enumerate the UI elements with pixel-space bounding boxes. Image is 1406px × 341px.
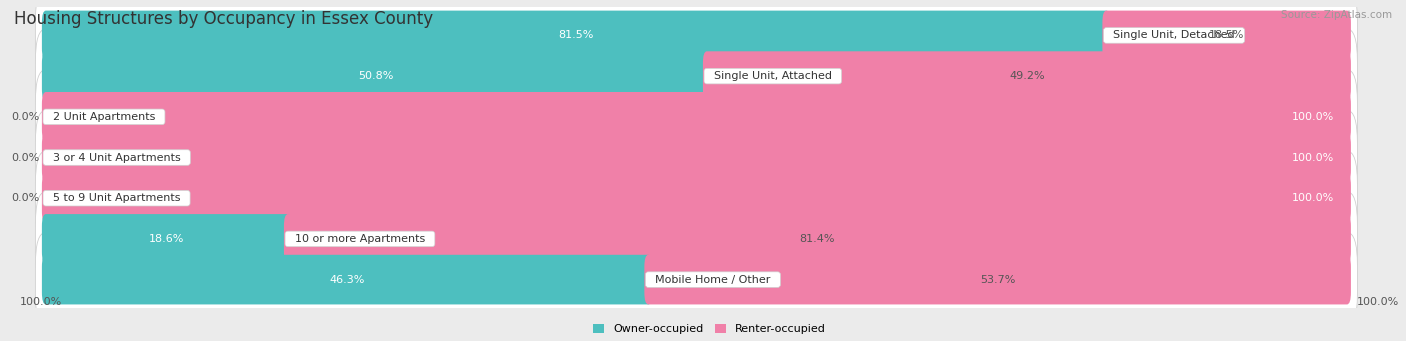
Text: 46.3%: 46.3% — [329, 275, 364, 285]
FancyBboxPatch shape — [42, 214, 291, 264]
FancyBboxPatch shape — [35, 29, 1357, 123]
Text: 49.2%: 49.2% — [1010, 71, 1045, 81]
Text: Single Unit, Attached: Single Unit, Attached — [707, 71, 839, 81]
Text: 100.0%: 100.0% — [20, 297, 62, 307]
FancyBboxPatch shape — [42, 92, 1351, 142]
FancyBboxPatch shape — [35, 233, 1357, 327]
Text: 100.0%: 100.0% — [1292, 152, 1334, 163]
FancyBboxPatch shape — [1102, 11, 1351, 60]
FancyBboxPatch shape — [644, 255, 1351, 305]
Text: 81.5%: 81.5% — [558, 30, 593, 41]
Text: 53.7%: 53.7% — [980, 275, 1015, 285]
Text: Single Unit, Detached: Single Unit, Detached — [1107, 30, 1241, 41]
Text: 50.8%: 50.8% — [359, 71, 394, 81]
FancyBboxPatch shape — [42, 11, 1111, 60]
FancyBboxPatch shape — [703, 51, 1351, 101]
Text: Mobile Home / Other: Mobile Home / Other — [648, 275, 778, 285]
Legend: Owner-occupied, Renter-occupied: Owner-occupied, Renter-occupied — [589, 320, 830, 339]
Text: 0.0%: 0.0% — [11, 193, 39, 203]
Text: 18.5%: 18.5% — [1209, 30, 1244, 41]
Text: 18.6%: 18.6% — [149, 234, 184, 244]
FancyBboxPatch shape — [35, 0, 1357, 83]
Text: 100.0%: 100.0% — [1292, 193, 1334, 203]
Text: Source: ZipAtlas.com: Source: ZipAtlas.com — [1281, 10, 1392, 20]
Text: Housing Structures by Occupancy in Essex County: Housing Structures by Occupancy in Essex… — [14, 10, 433, 28]
FancyBboxPatch shape — [42, 255, 652, 305]
FancyBboxPatch shape — [42, 133, 1351, 182]
Text: 2 Unit Apartments: 2 Unit Apartments — [46, 112, 162, 122]
FancyBboxPatch shape — [42, 173, 1351, 223]
Text: 3 or 4 Unit Apartments: 3 or 4 Unit Apartments — [46, 152, 187, 163]
FancyBboxPatch shape — [284, 214, 1351, 264]
FancyBboxPatch shape — [42, 51, 710, 101]
Text: 0.0%: 0.0% — [11, 112, 39, 122]
FancyBboxPatch shape — [35, 70, 1357, 164]
Text: 81.4%: 81.4% — [800, 234, 835, 244]
FancyBboxPatch shape — [35, 151, 1357, 246]
Text: 5 to 9 Unit Apartments: 5 to 9 Unit Apartments — [46, 193, 187, 203]
Text: 100.0%: 100.0% — [1292, 112, 1334, 122]
FancyBboxPatch shape — [35, 110, 1357, 205]
FancyBboxPatch shape — [35, 192, 1357, 286]
Text: 100.0%: 100.0% — [1357, 297, 1399, 307]
Text: 0.0%: 0.0% — [11, 152, 39, 163]
Text: 10 or more Apartments: 10 or more Apartments — [288, 234, 432, 244]
